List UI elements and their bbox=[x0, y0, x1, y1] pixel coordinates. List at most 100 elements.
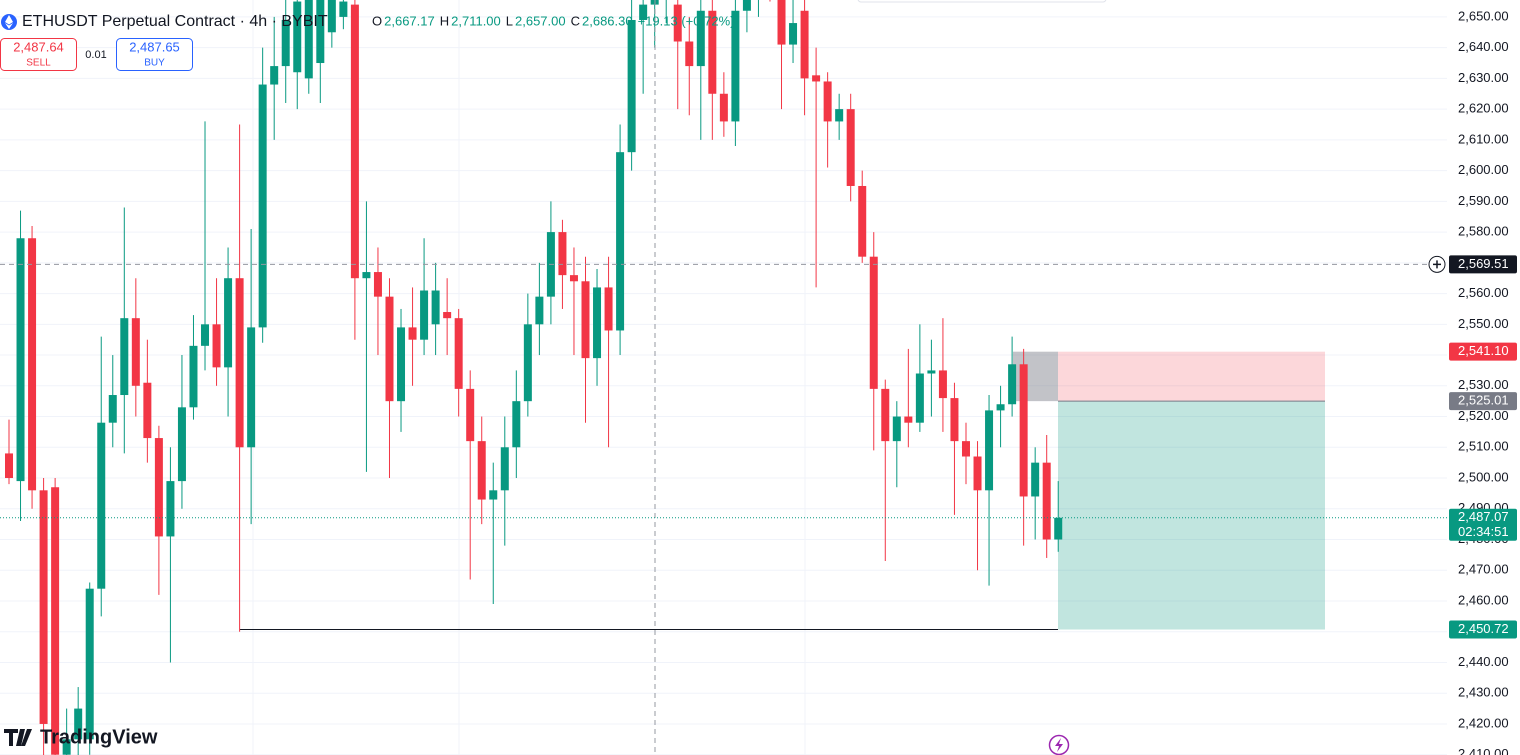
y-tick-label: 2,650.00 bbox=[1458, 8, 1509, 23]
lightning-icon bbox=[1055, 738, 1063, 752]
sell-label: SELL bbox=[26, 58, 51, 69]
candle-body bbox=[489, 490, 498, 500]
legend-value: 2,686.30 bbox=[582, 13, 633, 28]
candle-body bbox=[673, 4, 682, 42]
candle-body bbox=[719, 93, 728, 122]
candle-body bbox=[904, 416, 913, 423]
candle-body bbox=[62, 739, 71, 755]
candle-body bbox=[5, 453, 13, 479]
candle-body bbox=[1031, 462, 1040, 497]
candle-body bbox=[927, 370, 936, 374]
candle-body bbox=[177, 407, 186, 482]
candle-body bbox=[950, 398, 959, 442]
candle-body bbox=[16, 238, 25, 482]
candle-body bbox=[973, 456, 982, 491]
candle-body bbox=[154, 438, 163, 537]
candle-body bbox=[120, 318, 129, 396]
candle-body bbox=[1054, 517, 1063, 540]
legend-value: 2,711.00 bbox=[451, 13, 501, 28]
candle-body bbox=[270, 66, 279, 85]
candle-body bbox=[696, 10, 705, 67]
target-tag bbox=[1449, 620, 1517, 639]
buy-button[interactable] bbox=[116, 38, 193, 71]
candle-body bbox=[39, 490, 48, 724]
last-price-label: 2,487.07 bbox=[1458, 509, 1509, 524]
candle-body bbox=[593, 287, 602, 359]
target-zone bbox=[1058, 401, 1325, 630]
position-tool[interactable] bbox=[240, 351, 1325, 631]
last-price-tag bbox=[1449, 508, 1517, 541]
y-tick-label: 2,430.00 bbox=[1458, 685, 1509, 700]
candle-body bbox=[500, 447, 509, 491]
candle-body bbox=[812, 75, 821, 82]
candle-body bbox=[74, 708, 83, 740]
y-tick-label: 2,590.00 bbox=[1458, 193, 1509, 208]
candle-body bbox=[535, 296, 544, 325]
legend-change: +19.13 (+0.72%) bbox=[638, 13, 735, 28]
legend-key: O bbox=[372, 13, 382, 28]
y-tick-label: 2,630.00 bbox=[1458, 70, 1509, 85]
candle-body bbox=[961, 441, 970, 457]
candle-body bbox=[466, 388, 475, 442]
candle-body bbox=[443, 312, 452, 319]
logo-mark bbox=[4, 729, 32, 746]
candle-body bbox=[85, 588, 94, 740]
top-toolbar-edge bbox=[857, 0, 1107, 3]
candle-body bbox=[293, 1, 302, 73]
candle-body bbox=[777, 0, 786, 45]
candle-body bbox=[143, 382, 152, 439]
y-tick-label: 2,550.00 bbox=[1458, 316, 1509, 331]
candle-body bbox=[454, 318, 463, 389]
overlay bbox=[0, 0, 1447, 755]
buy-price: 2,487.65 bbox=[129, 39, 180, 54]
candle-body bbox=[51, 487, 60, 755]
sell-price: 2,487.64 bbox=[13, 39, 64, 54]
candle-body bbox=[212, 324, 221, 368]
logo: TradingView bbox=[40, 726, 158, 748]
candle-body bbox=[558, 232, 567, 276]
entry-tag bbox=[1449, 392, 1517, 411]
candle-body bbox=[1042, 462, 1051, 540]
y-tick-label: 2,530.00 bbox=[1458, 377, 1509, 392]
candle-body bbox=[235, 278, 244, 448]
target-label: 2,450.72 bbox=[1458, 621, 1509, 636]
candle-body bbox=[512, 401, 521, 448]
ohlc-legend: O 2,667.17 H 2,711.00 L 2,657.00 C 2,686.30 +19.… bbox=[372, 13, 734, 28]
legend-value: 2,657.00 bbox=[515, 13, 566, 28]
candle-body bbox=[397, 327, 406, 402]
y-tick-label: 2,510.00 bbox=[1458, 439, 1509, 454]
candle-body bbox=[604, 287, 613, 331]
candle-body bbox=[569, 275, 578, 282]
y-tick-label: 2,460.00 bbox=[1458, 592, 1509, 607]
chart-title: ETHUSDT Perpetual Contract · 4h · BYBIT bbox=[22, 13, 328, 30]
y-tick-label: 2,640.00 bbox=[1458, 39, 1509, 54]
candle-body bbox=[616, 152, 625, 331]
crosshair-label: 2,569.51 bbox=[1458, 256, 1509, 271]
candle-body bbox=[627, 19, 636, 153]
sell-button[interactable] bbox=[0, 38, 77, 71]
y-tick-label: 2,440.00 bbox=[1458, 654, 1509, 669]
candle-body bbox=[1019, 364, 1028, 497]
candle-body bbox=[996, 404, 1005, 411]
candle-body bbox=[431, 290, 440, 325]
y-tick-label: 2,560.00 bbox=[1458, 285, 1509, 300]
candle-body bbox=[881, 388, 890, 442]
candle-body bbox=[639, 4, 648, 20]
candle-body bbox=[742, 0, 751, 11]
candle-body bbox=[789, 23, 798, 45]
symbol-icon-glyph bbox=[5, 15, 13, 29]
candle-body bbox=[97, 422, 106, 589]
candle-body bbox=[915, 373, 924, 423]
candle-body bbox=[800, 10, 809, 79]
candle-body bbox=[281, 19, 290, 67]
candle-body bbox=[523, 324, 532, 402]
spread: 0.01 bbox=[85, 49, 106, 61]
candle-body bbox=[28, 238, 37, 491]
entry-label: 2,525.01 bbox=[1458, 393, 1509, 408]
candle-body bbox=[731, 10, 740, 122]
legend-key: C bbox=[571, 13, 580, 28]
candle-body bbox=[201, 324, 210, 346]
add-alert-icon bbox=[1433, 260, 1441, 269]
candle-body bbox=[408, 327, 417, 340]
